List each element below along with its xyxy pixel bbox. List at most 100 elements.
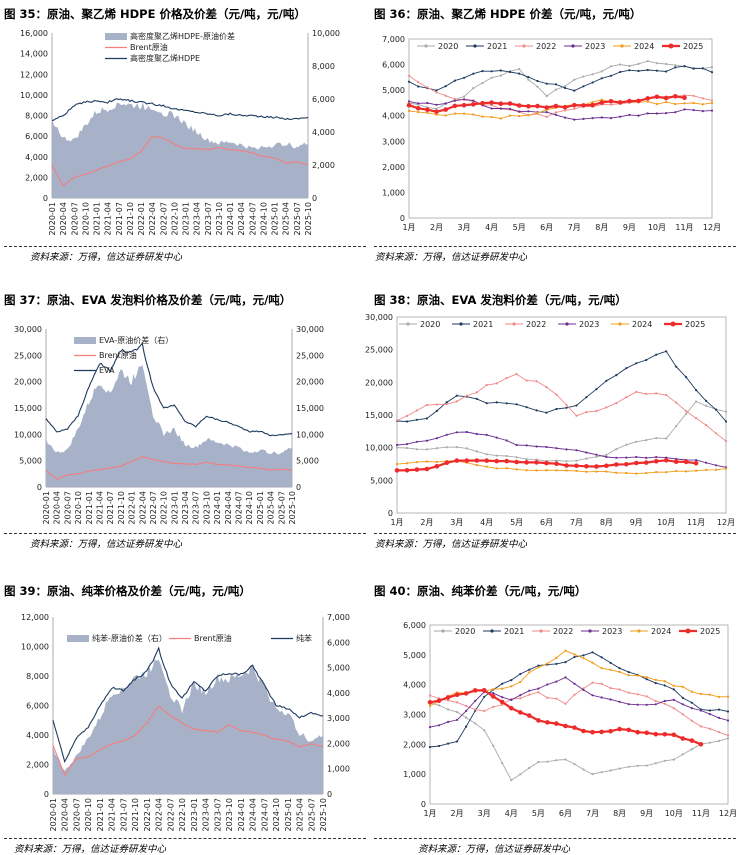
fig36-marker-2024 [481,115,484,118]
fig38-marker-2024 [525,469,528,472]
fig40-marker-2025 [680,736,686,741]
fig40-marker-2023 [699,709,702,712]
fig40-marker-2022 [564,702,567,705]
fig38-marker-2024 [415,461,418,464]
fig36-marker-2021 [573,89,576,92]
fig36-marker-2020 [591,73,594,76]
fig40-marker-2021 [582,654,585,657]
fig35-title: 图 35：原油、聚乙烯 HDPE 价格及价差（元/吨，元/吨） [4,7,306,21]
fig40-chart: 0 1,000 2,000 3,000 4,000 5,000 6,000 1月 2月 3月 4月 5… [403,621,737,818]
fig38-marker-2022 [635,390,638,393]
fig36-x-tick: 12月 [703,223,721,232]
fig38-marker-2025 [574,463,579,469]
fig36-marker-2023 [591,117,594,120]
fig36-marker-2024 [545,108,548,111]
fig40-marker-2022 [672,707,675,710]
fig36-marker-2024 [435,113,438,116]
fig38-marker-2020 [575,459,578,462]
fig36-marker-2023 [582,117,585,120]
fig40-marker-2023 [609,698,612,701]
fig36-x-tick: 8月 [595,223,608,232]
fig39-x-tick: 2022-10 [178,798,187,831]
fig40-marker-2023 [474,699,477,703]
fig40-legend-marker [588,629,592,633]
fig38-marker-2025 [544,460,549,466]
fig40-marker-2024 [681,685,684,688]
fig37-x-tick: 2023-04 [181,491,190,524]
fig38-marker-2023 [515,443,518,447]
fig37-rule [4,533,366,534]
fig36-x-tick: 9月 [623,223,636,232]
fig38-x-tick: 5月 [510,518,523,527]
fig36-marker-2025 [663,95,669,101]
fig38-marker-2020 [505,454,508,458]
fig40-y-tick: 6,000 [403,621,426,630]
fig37-x-tick: 2024-04 [224,491,233,524]
fig37-x-tick: 2021-10 [117,491,126,524]
fig38-marker-2025 [554,461,559,467]
fig38-chart: 0 5,000 10,000 15,000 20,000 25,000 30,000 1月 2月… [365,313,735,527]
fig38-marker-2024 [675,470,678,473]
fig40-marker-2023 [564,676,567,679]
fig38-marker-2020 [515,456,518,459]
fig39-x-tick: 2020-01 [49,798,58,831]
fig36-marker-2025 [498,101,504,106]
fig40-marker-2024 [582,657,585,660]
fig39-right-tick: 2,000 [327,739,350,748]
fig38-marker-2021 [535,409,538,412]
fig36-marker-2022 [417,81,420,84]
fig40-marker-2023 [681,703,684,706]
fig38-marker-2023 [695,459,698,462]
fig40-marker-2022 [645,695,648,698]
fig40-marker-2021 [663,684,666,687]
fig36-marker-2023 [499,107,502,110]
fig40-legend-label: 2020 [455,627,475,636]
fig38-marker-2024 [685,470,688,473]
fig37-right-tick: 15,000 [296,404,324,413]
fig36-marker-2024 [527,114,530,117]
fig35-left-tick: 2,000 [25,173,48,182]
fig38-marker-2021 [714,408,718,411]
fig38-marker-2020 [395,446,399,449]
fig40-marker-2022 [528,693,531,696]
fig36-marker-2023 [508,107,512,110]
fig35-x-tick: 2020-07 [70,202,79,235]
fig36-x-tick: 3月 [458,223,471,232]
fig40-marker-2022 [699,725,702,728]
fig36-marker-2025 [516,103,522,108]
fig40-marker-2024 [492,688,495,691]
fig37-right-tick: 25,000 [296,351,324,360]
fig36-marker-2021 [683,65,686,68]
fig36-marker-2024 [426,111,429,114]
fig40-marker-2025 [599,729,604,735]
fig38-legend-label: 2020 [420,320,440,329]
fig35-series-area [52,102,308,198]
fig39-x-tick: 2021-10 [131,798,140,831]
fig40-marker-2025 [653,731,659,737]
fig38-marker-2024 [625,472,628,474]
fig38-marker-2020 [665,437,668,440]
fig37-x-tick: 2024-01 [213,491,222,524]
fig40-marker-2022 [681,713,684,716]
fig40-marker-2024 [727,695,729,698]
fig38-marker-2022 [485,383,488,387]
fig36-marker-2025 [608,99,614,104]
fig40-marker-2022 [483,710,486,713]
fig38-marker-2022 [495,382,498,385]
fig40-marker-2022 [636,693,639,696]
fig40-line-2022 [429,682,729,736]
fig40-marker-2025 [581,728,586,734]
fig35-legend-swatch-area [105,33,127,40]
fig40-marker-2020 [618,767,621,770]
fig38-marker-2024 [725,467,727,470]
fig38-marker-2023 [585,451,588,454]
fig40-marker-2021 [609,661,612,665]
fig40-marker-2025 [617,726,622,732]
fig38-marker-2025 [424,466,430,472]
fig40-marker-2020 [672,758,675,761]
fig40-legend-marker [637,629,641,633]
fig40-marker-2025 [472,688,478,693]
fig40-marker-2024 [564,649,567,652]
fig35-x-tick: 2024-10 [259,202,268,235]
fig40-marker-2025 [490,694,496,699]
